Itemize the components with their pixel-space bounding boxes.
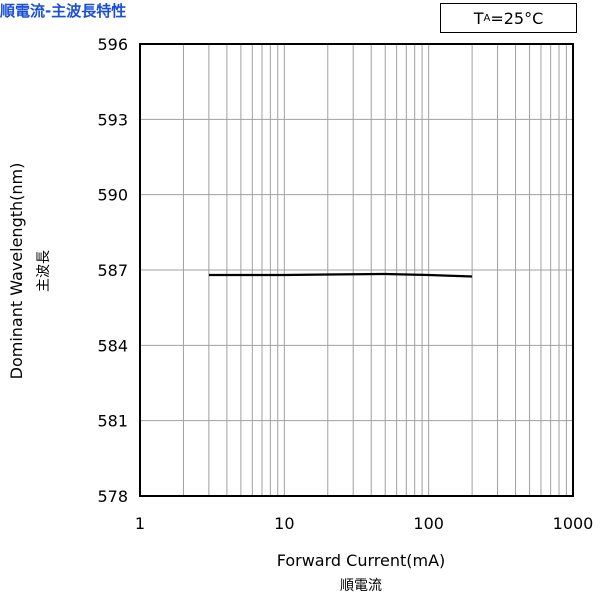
y-tick-labels: 578 581 584 587 590 593 596 xyxy=(97,35,128,506)
series-line xyxy=(208,272,473,278)
y-axis-label: Dominant Wavelength(nm) xyxy=(7,163,26,380)
series-layer xyxy=(208,272,473,278)
grid xyxy=(140,43,573,497)
chart-title: 順電流-主波長特性 xyxy=(0,2,127,20)
x-axis-label: Forward Current(mA) xyxy=(277,551,446,570)
condition-sub: A xyxy=(483,12,491,24)
condition-main: T xyxy=(473,8,484,28)
condition-box: T A =25°C xyxy=(440,3,577,33)
y-tick-label: 590 xyxy=(97,186,128,205)
y-axis-sublabel: 主波長 xyxy=(36,250,52,292)
y-tick-label: 596 xyxy=(97,35,128,54)
condition-rest: =25°C xyxy=(490,8,544,28)
y-tick-label: 593 xyxy=(97,110,128,129)
x-tick-label: 1 xyxy=(135,514,145,533)
x-tick-labels: 1 10 100 1000 xyxy=(135,514,593,533)
x-tick-label: 100 xyxy=(413,514,444,533)
plot-frame xyxy=(139,43,574,497)
x-tick-label: 1000 xyxy=(553,514,594,533)
x-axis-sublabel: 順電流 xyxy=(340,578,382,594)
y-tick-label: 578 xyxy=(97,487,128,506)
y-tick-label: 584 xyxy=(97,336,128,355)
y-tick-label: 581 xyxy=(97,412,128,431)
x-tick-label: 10 xyxy=(274,514,294,533)
y-tick-label: 587 xyxy=(97,261,128,280)
